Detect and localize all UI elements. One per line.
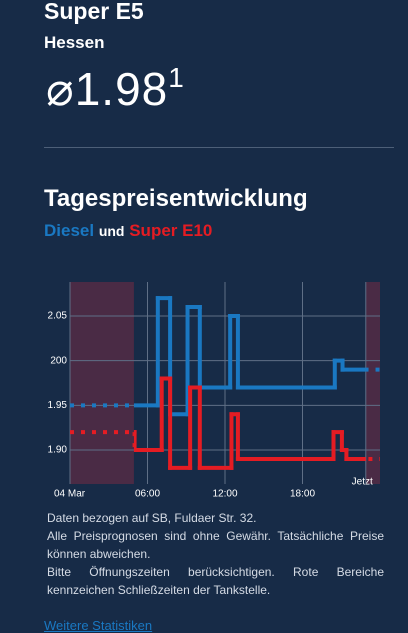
chart: 2.05 200 1.95 1.90 04 Mar 06:00 12:00 18:00 Jetz… xyxy=(48,282,380,500)
closed-area xyxy=(70,282,134,484)
avg-symbol: ⌀ xyxy=(46,63,75,115)
stats-link[interactable]: Weitere Statistiken xyxy=(44,618,153,633)
x-tick-label: 04 Mar xyxy=(54,489,86,500)
x-tick-label: Jetzt xyxy=(352,477,373,488)
legend-entry: Super E10 xyxy=(129,221,213,240)
y-tick-label: 1.95 xyxy=(48,400,68,411)
note: Alle Preisprognosen sind ohne Gewähr. Ta… xyxy=(47,529,384,561)
region: Hessen xyxy=(44,33,105,52)
x-tick-label: 18:00 xyxy=(290,489,315,500)
y-tick-label: 200 xyxy=(50,355,67,366)
price-sup: 1 xyxy=(168,62,185,93)
legend: Diesel und Super E10 xyxy=(44,221,212,241)
series xyxy=(133,296,366,417)
price-main: 1.98 xyxy=(74,63,169,115)
divider xyxy=(44,147,394,148)
legend-joiner: und xyxy=(98,223,125,239)
y-tick-label: 1.90 xyxy=(48,445,68,456)
x-tick-label: 06:00 xyxy=(135,489,160,500)
series xyxy=(133,376,366,470)
x-tick-label: 12:00 xyxy=(212,489,237,500)
notes: Daten bezogen auf SB, Fuldaer Str. 32. A… xyxy=(47,509,384,599)
price: ⌀1.981 xyxy=(46,62,185,116)
y-tick-label: 2.05 xyxy=(48,311,68,322)
section-title: Tagespreisentwicklung xyxy=(44,185,308,212)
closed-area xyxy=(365,282,380,484)
fuel-title: Super E5 xyxy=(44,0,144,24)
note: Daten bezogen auf SB, Fuldaer Str. 32. xyxy=(47,511,257,525)
note: Bitte Öffnungszeiten berücksichtigen. Ro… xyxy=(47,565,384,597)
legend-entry: Diesel xyxy=(44,221,95,240)
